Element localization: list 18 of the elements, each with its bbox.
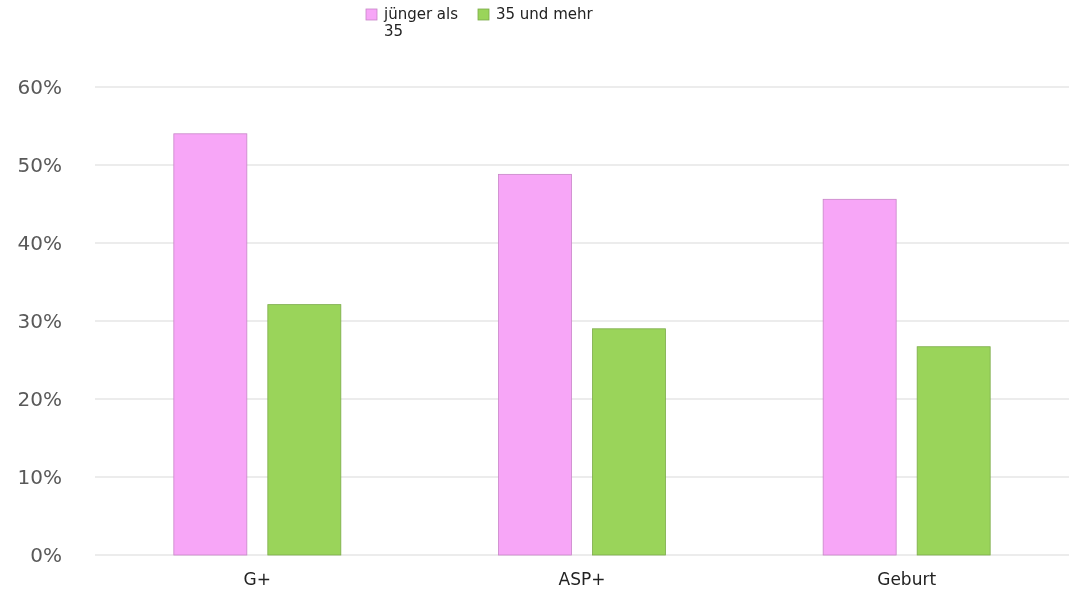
bar	[822, 198, 897, 556]
x-tick-label: ASP+	[558, 569, 606, 589]
y-tick-label: 50%	[17, 153, 62, 177]
bar	[267, 304, 342, 556]
legend-label: jünger als 35	[383, 5, 459, 40]
y-tick-label: 20%	[17, 387, 62, 411]
x-tick-label: G+	[243, 569, 272, 589]
y-tick-label: 60%	[17, 75, 62, 99]
y-tick-label: 10%	[17, 465, 62, 489]
x-tick-label: Geburt	[877, 569, 937, 589]
legend-label: 35 und mehr	[496, 5, 594, 23]
y-tick-label: 0%	[30, 543, 62, 567]
y-tick-label: 40%	[17, 231, 62, 255]
y-tick-label: 30%	[17, 309, 62, 333]
bar	[173, 133, 248, 556]
bar	[592, 328, 666, 556]
bar	[916, 346, 991, 556]
bar	[498, 173, 572, 556]
